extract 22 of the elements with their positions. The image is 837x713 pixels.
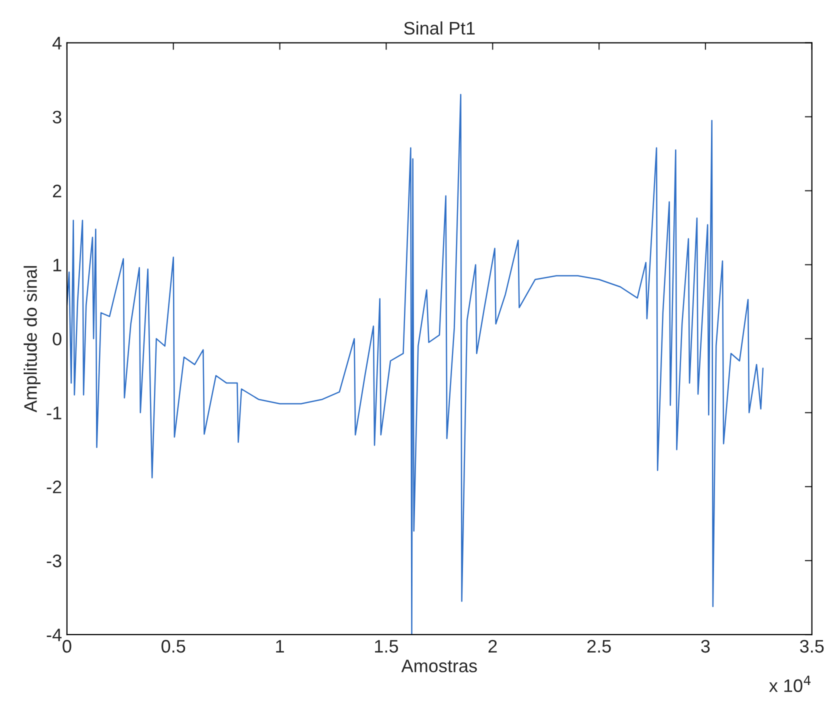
x-tick-label: 0 bbox=[62, 640, 72, 653]
x-tick-label: 1.5 bbox=[375, 640, 398, 653]
y-tick-label: 1 bbox=[53, 258, 62, 272]
x-tick-label: 3 bbox=[701, 640, 710, 653]
y-tick-label: 4 bbox=[52, 36, 62, 50]
x-tick-label: 3.5 bbox=[800, 640, 824, 653]
x-axis-title: Amostras bbox=[401, 660, 477, 672]
y-tick-label: -3 bbox=[46, 554, 62, 568]
y-tick-label: -2 bbox=[46, 480, 62, 494]
x-tick-label: 2 bbox=[488, 640, 497, 653]
x-tick-label: 2.5 bbox=[587, 640, 611, 653]
y-tick-label: -1 bbox=[46, 406, 62, 420]
x-tick-label: 0.5 bbox=[162, 640, 186, 653]
y-tick-label: 3 bbox=[52, 110, 62, 124]
chart-title: Sinal Pt1 bbox=[404, 21, 475, 35]
text: x 10$^{4}$ bbox=[769, 676, 811, 692]
line-series bbox=[66, 94, 764, 635]
x-tick-label: 1 bbox=[276, 640, 284, 653]
y-tick-label: 0 bbox=[52, 332, 62, 346]
y-tick-label: 2 bbox=[52, 184, 62, 198]
y-axis-title: Amplitude do sinal bbox=[24, 266, 40, 412]
y-tick-label: -4 bbox=[46, 628, 62, 642]
